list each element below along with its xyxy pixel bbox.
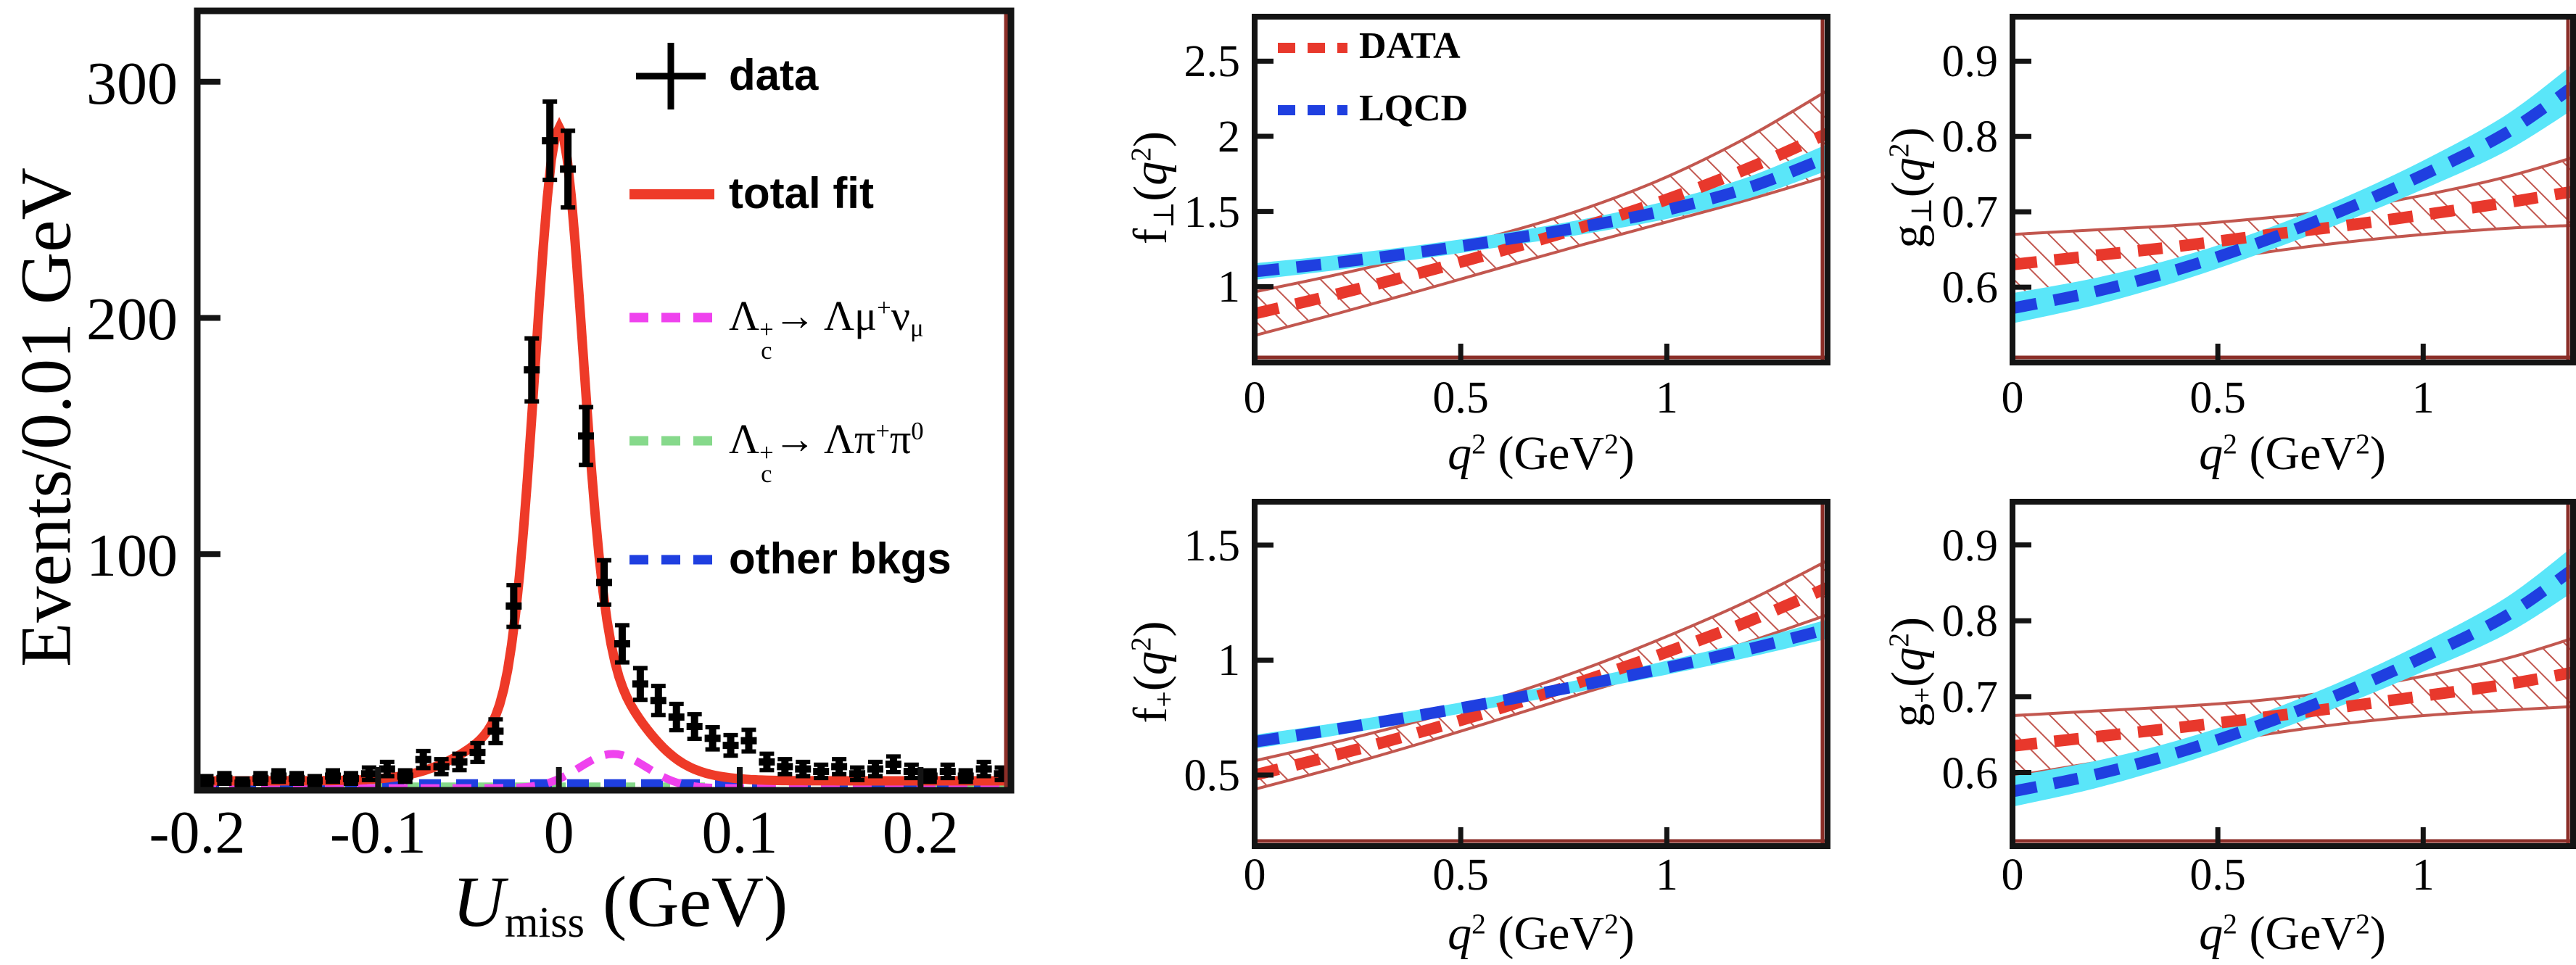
gplus-x-axis-title: q2 (GeV2) [2199,907,2386,960]
g-perp-y-tick-label: 0.8 [1941,112,1999,162]
frame [1252,499,1830,849]
g-perp-x-tick-label: 1 [2411,373,2435,423]
x-tick-label: 0.1 [701,799,778,866]
g-perp-x-tick-label: 0 [2001,373,2024,423]
f-perp-legend-label-lqcd: LQCD [1359,88,1469,129]
f-plus-x-tick-label: 1 [1655,850,1678,900]
f-plus-y-tick-label: 0.5 [1184,751,1241,801]
fperp-x-axis-title: q2 (GeV2) [1448,427,1635,480]
g-perp-data-band-edge [2012,156,2573,236]
frame [2010,14,2576,365]
g-plus-y-tick-label: 0.6 [1941,748,1999,798]
g-plus-panel [2010,499,2576,849]
f-plus-y-tick-label: 1.5 [1184,521,1241,571]
f-perp-y-tick-label: 2.5 [1184,37,1241,87]
f-plus-y-tick-label: 1 [1218,636,1240,686]
f-perp-panel [1252,14,1830,365]
legend-label-data: data [729,51,819,99]
legend-label-total-fit: total fit [729,169,874,218]
f-plus-x-tick-label: 0 [1243,850,1266,900]
g-plus-y-tick-label: 0.8 [1941,597,1999,647]
x-tick-label: -0.2 [149,799,246,866]
fplus-x-axis-title: q2 (GeV2) [1448,907,1635,960]
f-perp-y-tick-label: 1 [1218,262,1240,312]
f-perp-data-band-edge [1255,175,1828,337]
f-perp-y-tick-label: 1.5 [1184,187,1241,237]
g-perp-y-tick-label: 0.6 [1941,263,1999,313]
x-tick-label: 0 [543,799,574,866]
g-plus-data-curve [2012,666,2573,752]
f-plus-lqcd-curve [1255,623,1828,747]
g-perp-x-tick-label: 0.5 [2189,373,2246,423]
f-perp-x-tick-label: 0 [1243,373,1266,423]
gperp-x-axis-title: q2 (GeV2) [2199,427,2386,480]
g-perp-y-tick-label: 0.9 [1941,37,1999,87]
f-plus-x-tick-label: 0.5 [1432,850,1489,900]
f-perp-y-tick-label: 2 [1218,112,1240,162]
y-tick-label: 300 [86,49,178,117]
umiss-panel [194,7,1015,794]
data-points [198,99,1010,790]
g-perp-data-curve [2012,186,2573,270]
frame [2010,499,2576,849]
x-tick-label: 0.2 [882,799,959,866]
g-perp-panel [2010,14,2576,365]
f-plus-data-band-edge [1255,559,1828,763]
x-tick-label: -0.1 [329,799,426,866]
y-tick-label: 200 [86,286,178,354]
f-perp-lqcd-curve [1255,152,1828,278]
g-plus-data-band-edge [2012,637,2573,718]
legend-label-other-bkgs: other bkgs [729,534,951,583]
g-plus-x-tick-label: 0 [2001,850,2024,900]
g-perp-y-tick-label: 0.7 [1941,188,1999,238]
f-plus-panel [1252,499,1830,849]
g-perp-lqcd-curve [2012,82,2573,315]
f-perp-legend-label-data: DATA [1359,25,1461,67]
f-perp-data-curve [1255,128,1828,320]
y-tick-label: 100 [86,522,178,590]
f-plus-data-band [1255,560,1828,790]
f-perp-data-band-edge [1255,89,1828,294]
g-plus-x-tick-label: 0.5 [2189,850,2246,900]
left-x-axis-title: Umiss (GeV) [452,861,788,946]
legend-label-lc-munu: Λ + c → Λμ+νμ [729,292,924,365]
frame [194,7,1015,794]
f-perp-x-tick-label: 0.5 [1432,373,1489,423]
g-plus-y-tick-label: 0.9 [1941,521,1999,571]
f-perp-x-tick-label: 1 [1655,373,1678,423]
frame [1252,14,1830,365]
g-plus-lqcd-curve [2012,564,2573,798]
legend [629,43,714,565]
g-plus-x-tick-label: 1 [2411,850,2435,900]
left-y-axis-title: Events/0.01 GeV [5,167,86,667]
g-plus-y-tick-label: 0.7 [1941,672,1999,722]
legend-label-lc-pipi: Λ + c → Λπ+π0 [729,415,924,488]
